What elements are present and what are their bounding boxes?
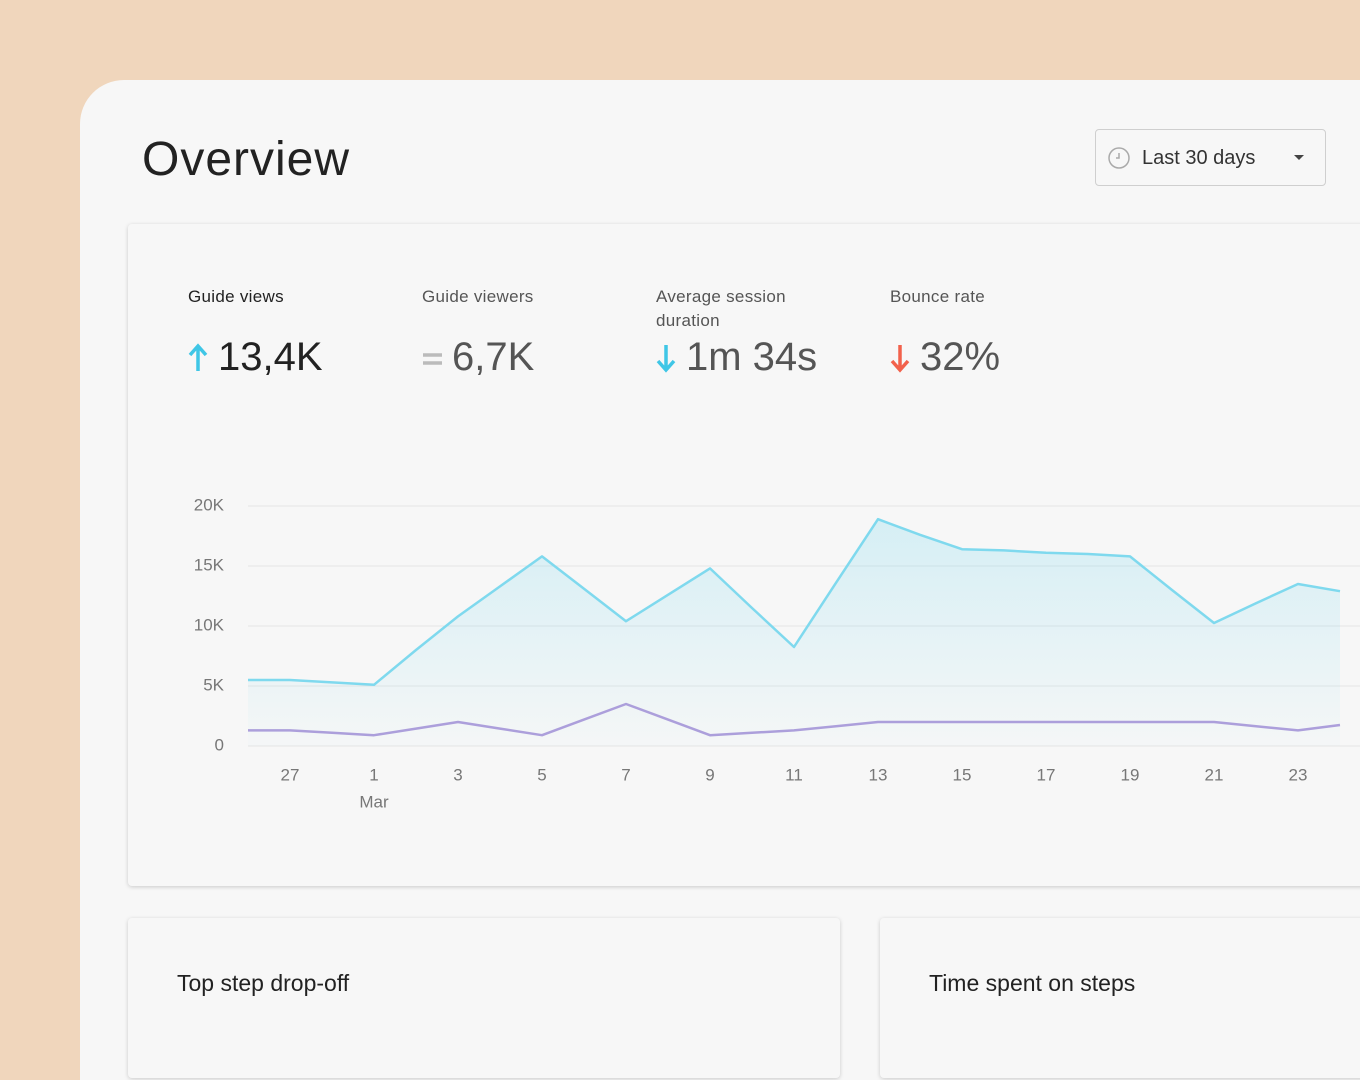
x-tick-label: 1 — [369, 765, 378, 784]
overview-card — [128, 224, 1360, 886]
metric: Guide views 13,4K — [188, 285, 388, 379]
y-tick-label: 15K — [194, 555, 225, 574]
metric-value: 6,7K — [452, 335, 535, 379]
line-series — [248, 517, 1341, 687]
y-tick-label: 0 — [215, 735, 224, 754]
x-tick-label: 21 — [1205, 765, 1224, 784]
trend-down-icon — [656, 345, 676, 373]
page-title: Overview — [142, 133, 351, 186]
x-tick-label: 7 — [621, 765, 630, 784]
card-title: Top step drop-off — [177, 970, 350, 996]
x-tick-label: 23 — [1289, 765, 1308, 784]
x-tick-label: 17 — [1037, 765, 1056, 784]
metric-value: 32% — [920, 335, 1001, 379]
metric: Average session duration 1m 34s — [656, 285, 856, 379]
line-chart: 0 5K 10K 15K 20K 27 1 Mar 3 5 7 9 11 13 15 17 19 21 23 — [194, 495, 1360, 811]
metric-value: 1m 34s — [686, 335, 818, 379]
x-tick-label: 13 — [869, 765, 888, 784]
date-range-dropdown[interactable]: Last 30 days — [1095, 129, 1326, 186]
page: {"header": {"title": "Overview", "date_r… — [80, 80, 1360, 1080]
x-tick-label: 9 — [705, 765, 714, 784]
x-tick-label: 5 — [537, 765, 546, 784]
metric: Bounce rate 32% — [890, 285, 1090, 379]
y-tick-label: 5K — [203, 675, 224, 694]
trend-up-icon — [188, 343, 208, 371]
clock-icon — [1108, 147, 1130, 169]
x-tick-label: 27 — [281, 765, 300, 784]
x-sublabel: Mar — [359, 792, 389, 811]
card-title: Time spent on steps — [929, 970, 1136, 996]
y-tick-label: 20K — [194, 495, 225, 514]
metric-label: Bounce rate — [890, 287, 985, 306]
trend-down-icon — [890, 345, 910, 373]
x-tick-label: 3 — [453, 765, 462, 784]
metric-label: Average session duration — [656, 287, 786, 330]
area-fill — [248, 519, 1340, 746]
dropdown-label: Last 30 days — [1142, 147, 1256, 169]
x-tick-label: 11 — [785, 765, 803, 784]
metric: Guide viewers 6,7K — [422, 285, 622, 379]
line-series — [248, 702, 1341, 737]
trend-equal-icon — [423, 353, 442, 365]
y-tick-label: 10K — [194, 615, 225, 634]
drop-off-card — [128, 918, 840, 1078]
x-tick-label: 19 — [1121, 765, 1140, 784]
time-spent-card — [880, 918, 1360, 1078]
caret-icon — [1294, 155, 1304, 160]
metric-value: 13,4K — [218, 335, 323, 379]
metric-label: Guide viewers — [422, 287, 534, 306]
x-tick-label: 15 — [953, 765, 972, 784]
metric-label: Guide views — [188, 287, 284, 306]
